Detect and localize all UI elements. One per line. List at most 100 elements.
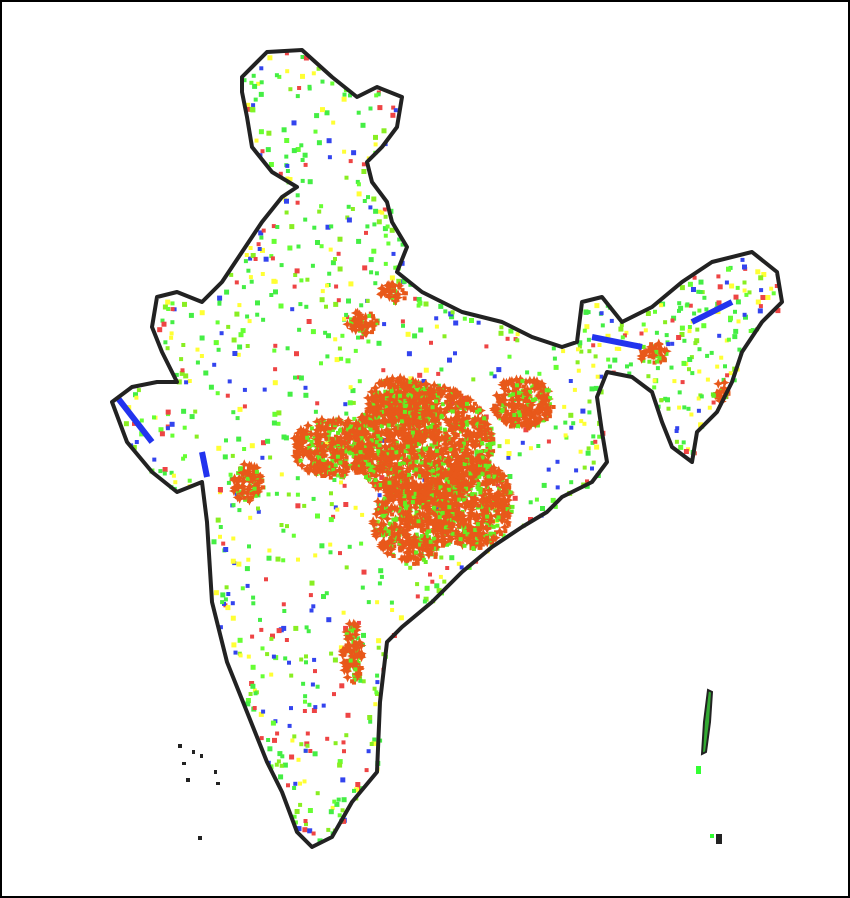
site-star bbox=[358, 426, 369, 437]
site-star bbox=[444, 499, 455, 510]
site-star bbox=[327, 439, 338, 450]
site-star bbox=[354, 317, 365, 328]
site-dot bbox=[194, 434, 199, 439]
site-dot bbox=[303, 699, 307, 704]
site-dot bbox=[403, 502, 407, 507]
site-dot bbox=[313, 409, 318, 414]
site-star bbox=[329, 447, 340, 458]
site-star bbox=[401, 530, 412, 541]
site-dot bbox=[449, 526, 454, 531]
site-dot bbox=[487, 460, 492, 465]
site-dot bbox=[285, 69, 290, 74]
site-dot bbox=[257, 247, 262, 251]
site-dot bbox=[371, 456, 376, 461]
site-star bbox=[472, 454, 483, 465]
site-dot bbox=[446, 487, 451, 492]
site-dot bbox=[705, 377, 710, 382]
site-star bbox=[429, 424, 440, 435]
site-dot bbox=[329, 502, 334, 507]
site-dot bbox=[446, 541, 451, 546]
site-dot bbox=[390, 434, 394, 439]
site-dot bbox=[250, 634, 255, 639]
site-star bbox=[394, 535, 405, 546]
site-dot bbox=[676, 335, 682, 340]
site-star bbox=[339, 665, 350, 676]
site-dot bbox=[279, 763, 284, 768]
site-star bbox=[437, 534, 448, 545]
site-star bbox=[385, 504, 396, 515]
site-star bbox=[492, 505, 503, 516]
site-dot bbox=[304, 304, 309, 309]
site-dot bbox=[326, 434, 331, 439]
site-dot bbox=[461, 464, 465, 469]
site-star bbox=[349, 315, 360, 326]
site-dot bbox=[488, 515, 493, 519]
site-dot bbox=[443, 490, 448, 494]
site-dot bbox=[446, 386, 451, 391]
site-star bbox=[376, 539, 387, 550]
site-dot bbox=[492, 374, 497, 379]
site-star bbox=[304, 447, 315, 458]
site-dot bbox=[501, 493, 506, 498]
site-dot bbox=[508, 490, 513, 495]
site-star bbox=[234, 493, 245, 504]
site-dot bbox=[607, 364, 612, 369]
site-dot bbox=[449, 492, 454, 497]
site-star bbox=[448, 447, 459, 458]
site-star bbox=[293, 447, 304, 458]
site-star bbox=[380, 498, 391, 509]
site-dot bbox=[597, 434, 602, 439]
site-dot bbox=[438, 426, 443, 431]
site-dot bbox=[235, 416, 240, 421]
site-star bbox=[442, 490, 453, 501]
site-dot bbox=[411, 383, 416, 388]
site-dot bbox=[479, 452, 484, 457]
site-dot bbox=[337, 759, 343, 765]
site-dot bbox=[238, 653, 243, 658]
site-dot bbox=[434, 316, 439, 321]
site-dot bbox=[456, 472, 461, 476]
site-star bbox=[470, 514, 481, 525]
site-dot bbox=[585, 450, 591, 456]
site-dot bbox=[590, 466, 594, 471]
site-dot bbox=[357, 786, 362, 791]
site-star bbox=[420, 431, 431, 442]
site-dot bbox=[238, 332, 244, 338]
site-star bbox=[476, 429, 487, 440]
site-dot bbox=[304, 822, 308, 827]
site-dot bbox=[447, 505, 452, 510]
site-dot bbox=[221, 541, 226, 546]
site-dot bbox=[424, 534, 429, 539]
site-star bbox=[502, 517, 513, 528]
site-star bbox=[425, 389, 436, 400]
site-dot bbox=[395, 379, 399, 384]
site-dot bbox=[425, 458, 430, 463]
site-star bbox=[411, 469, 422, 480]
site-dot bbox=[674, 429, 679, 433]
site-dot bbox=[258, 617, 262, 622]
site-dot bbox=[480, 472, 485, 477]
site-star bbox=[479, 417, 490, 428]
site-dot bbox=[456, 540, 461, 545]
site-star bbox=[520, 377, 531, 388]
site-dot bbox=[437, 494, 442, 499]
site-star bbox=[363, 446, 374, 457]
site-star bbox=[497, 379, 508, 390]
site-dot bbox=[326, 138, 332, 144]
site-star bbox=[380, 441, 391, 452]
site-star bbox=[255, 471, 266, 482]
site-dot bbox=[348, 658, 353, 663]
site-star bbox=[644, 345, 655, 356]
site-star bbox=[299, 428, 310, 439]
site-dot bbox=[294, 268, 300, 274]
site-dot bbox=[346, 298, 351, 304]
site-dot bbox=[267, 55, 273, 61]
site-star bbox=[371, 390, 382, 401]
site-dot bbox=[403, 381, 408, 386]
site-dot bbox=[698, 422, 704, 428]
site-star bbox=[465, 521, 476, 532]
site-star bbox=[538, 396, 549, 407]
site-dot bbox=[245, 314, 250, 319]
site-star bbox=[474, 451, 485, 462]
site-dot bbox=[369, 438, 374, 443]
